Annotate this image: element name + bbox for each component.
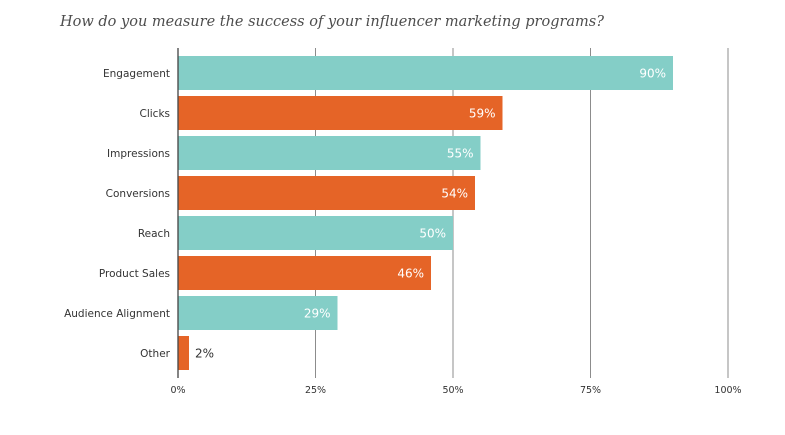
x-tick-label: 50% [442, 385, 463, 396]
bar-product-sales [178, 256, 431, 290]
x-tick-label: 0% [170, 385, 185, 396]
bar-clicks [178, 96, 503, 130]
category-labels: Engagement Clicks Impressions Conversions Re… [64, 68, 171, 360]
bar-reach [178, 216, 453, 250]
category-label: Audience Alignment [64, 308, 170, 320]
data-label: 59% [469, 107, 496, 121]
chart-title: How do you measure the success of your i… [60, 14, 605, 30]
bar-other [178, 336, 189, 370]
category-label: Conversions [106, 188, 170, 200]
bar-conversions [178, 176, 475, 210]
x-tick-label: 75% [580, 385, 601, 396]
data-label: 50% [419, 227, 446, 241]
category-label: Engagement [103, 68, 170, 80]
category-label: Impressions [107, 148, 170, 160]
data-labels: 90% 59% 55% 54% 50% 46% 29% 2% [195, 67, 666, 361]
category-label: Product Sales [99, 268, 170, 280]
data-label: 2% [195, 347, 214, 361]
data-label: 54% [441, 187, 468, 201]
bar-engagement [178, 56, 673, 90]
data-label: 46% [397, 267, 424, 281]
x-tick-label: 100% [714, 385, 741, 396]
data-label: 90% [639, 67, 666, 81]
category-label: Other [140, 348, 170, 360]
x-tick-labels: 0% 25% 50% 75% 100% [170, 385, 741, 396]
bar-impressions [178, 136, 481, 170]
category-label: Reach [138, 228, 170, 240]
bars [178, 56, 673, 370]
data-label: 55% [447, 147, 474, 161]
data-label: 29% [304, 307, 331, 321]
x-tick-label: 25% [305, 385, 326, 396]
category-label: Clicks [140, 108, 171, 120]
bar-audience-alignment [178, 296, 338, 330]
